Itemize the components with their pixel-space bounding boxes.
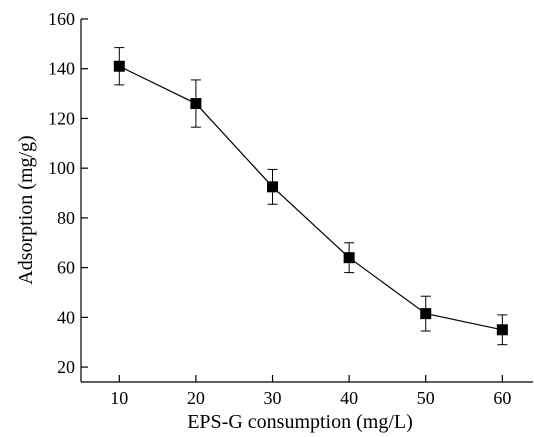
y-tick-label: 60 bbox=[57, 258, 75, 278]
y-tick-label: 140 bbox=[48, 59, 75, 79]
x-tick-label: 60 bbox=[493, 388, 511, 408]
plot-area: 20 40 60 80 100 120 140 160 10 20 30 40 50 60 bbox=[48, 9, 533, 408]
x-tick-label: 10 bbox=[110, 388, 128, 408]
x-tick-label: 20 bbox=[187, 388, 205, 408]
series-layer bbox=[113, 47, 508, 346]
series-line bbox=[119, 65, 503, 331]
data-point-square bbox=[420, 308, 432, 320]
data-point-square bbox=[190, 98, 202, 110]
data-point-square bbox=[267, 181, 279, 193]
data-point-square bbox=[496, 324, 508, 336]
x-axis-label: EPS-G consumption (mg/L) bbox=[187, 411, 413, 433]
x-axis-ticks: 10 20 30 40 50 60 bbox=[110, 375, 511, 408]
x-tick-label: 40 bbox=[340, 388, 358, 408]
y-axis-ticks: 20 40 60 80 100 120 140 160 bbox=[48, 9, 88, 377]
y-tick-label: 80 bbox=[57, 208, 75, 228]
x-tick-label: 50 bbox=[417, 388, 435, 408]
data-point-square bbox=[343, 252, 355, 264]
y-axis-label: Adsorption (mg/g) bbox=[15, 135, 37, 284]
y-tick-label: 20 bbox=[57, 357, 75, 377]
x-tick-label: 30 bbox=[264, 388, 282, 408]
y-tick-label: 100 bbox=[48, 158, 75, 178]
y-tick-label: 40 bbox=[57, 307, 75, 327]
y-tick-label: 120 bbox=[48, 108, 75, 128]
y-tick-label: 160 bbox=[48, 9, 75, 29]
data-point-square bbox=[113, 60, 125, 72]
